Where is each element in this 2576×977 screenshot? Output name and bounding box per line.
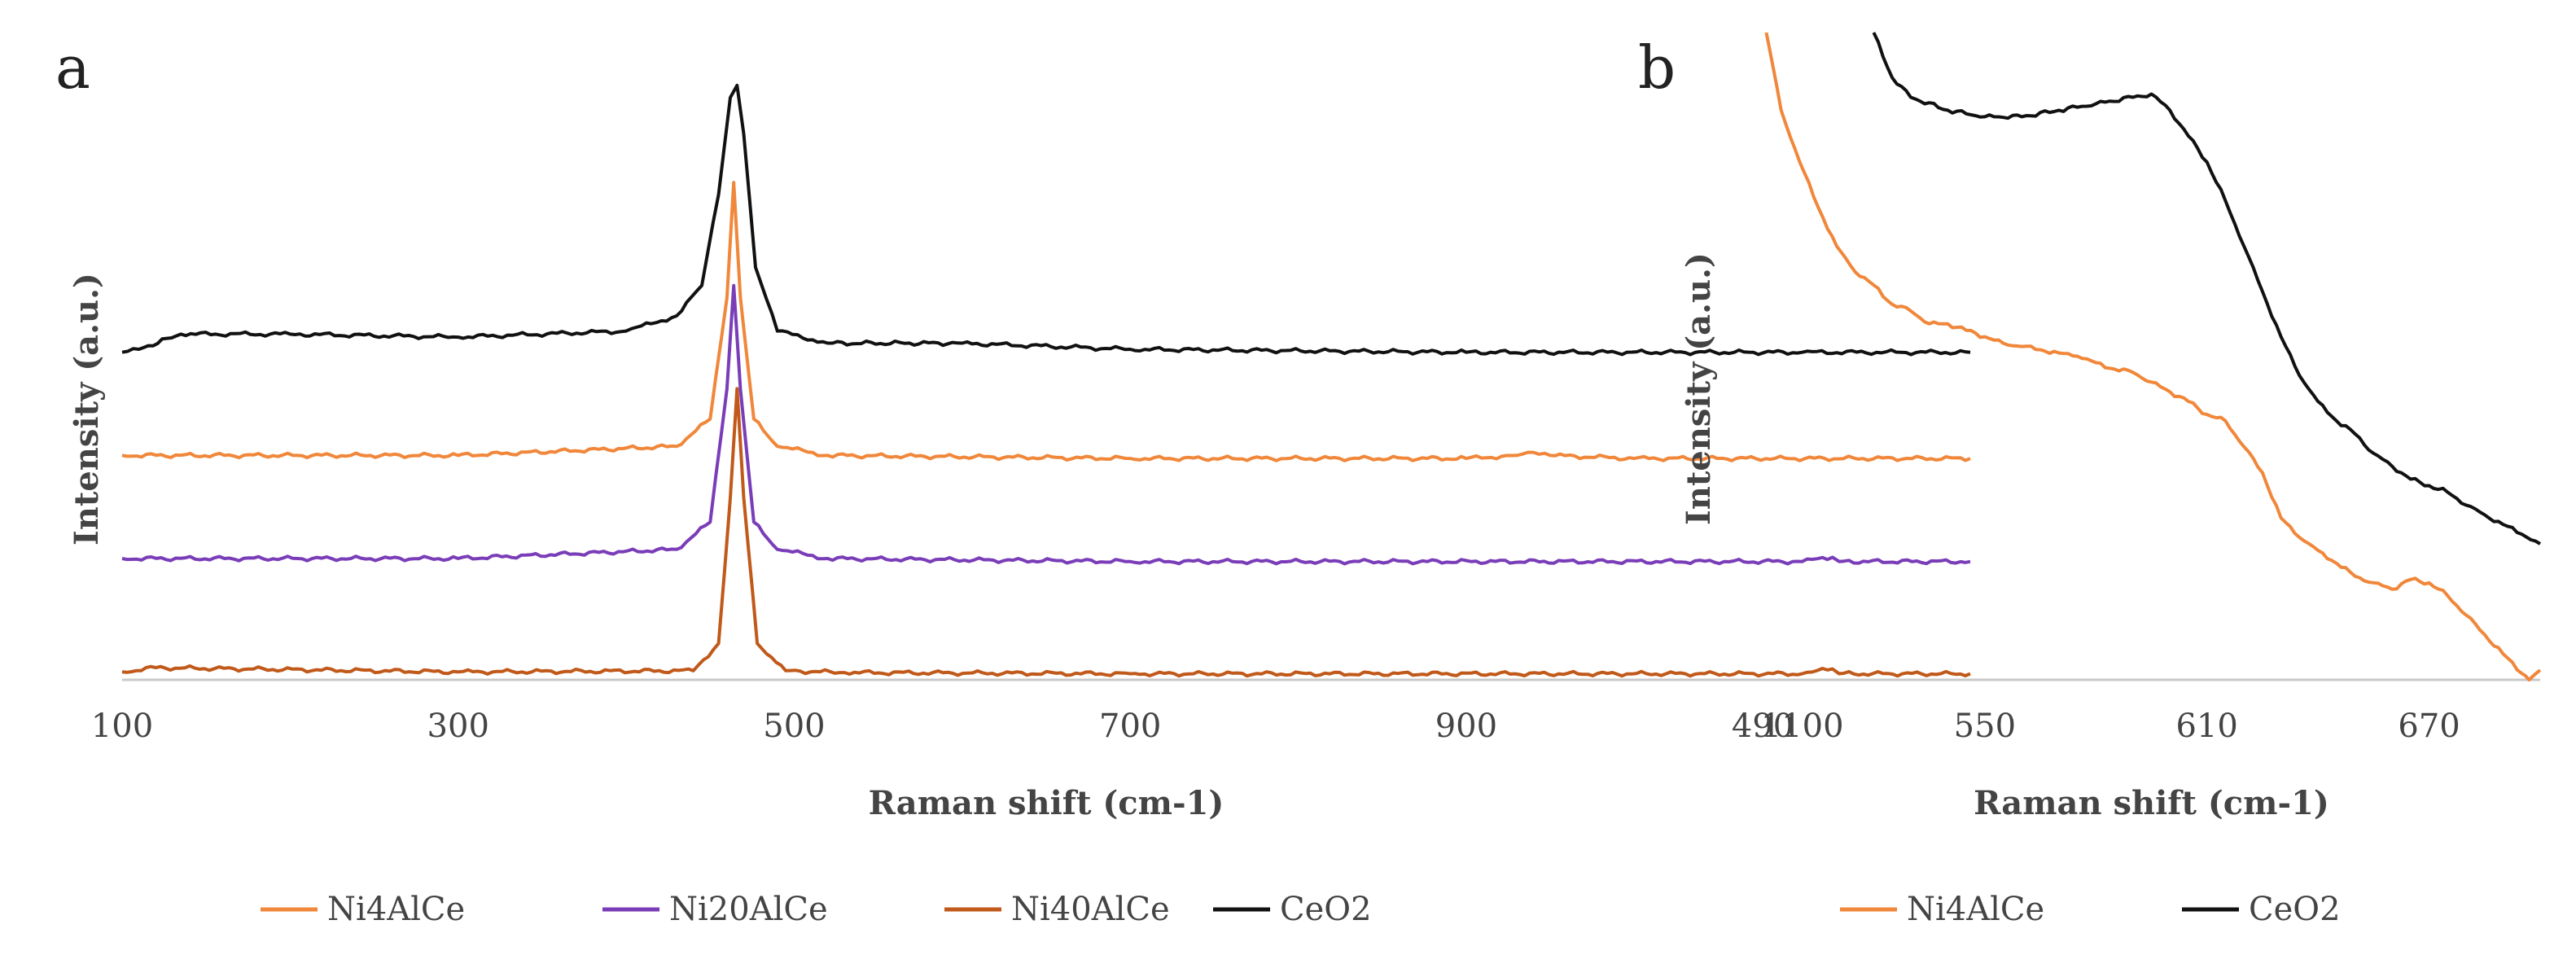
x-tick-label: 490 [1732, 708, 1794, 745]
legend-item-ni4alce: Ni4AlCe [261, 891, 465, 928]
x-tick-labels-b: 490 550 610 670 [1732, 708, 2460, 745]
x-tick-label: 610 [2176, 708, 2238, 745]
x-tick-label: 670 [2398, 708, 2460, 745]
legend-label: Ni20AlCe [669, 891, 828, 928]
x-tick-label: 300 [427, 708, 489, 745]
series-line-ni40alce [121, 387, 1971, 678]
legend-item-ni4alce: Ni4AlCe [1840, 891, 2044, 928]
legend-item-ceo2: CeO2 [1213, 891, 1372, 928]
x-axis-title-a: Raman shift (cm-1) [869, 784, 1224, 822]
legend-label: Ni4AlCe [327, 891, 465, 928]
legend-a: Ni4AlCe Ni20AlCe Ni40AlCe CeO2 [261, 891, 1372, 928]
x-tick-labels-a: 100 300 500 700 900 1100 [91, 708, 1844, 745]
x-tick-label: 550 [1954, 708, 2016, 745]
chart-panel-a: 100 300 500 700 900 1100 Raman shift (cm-1) I… [68, 83, 1971, 928]
y-axis-title-a: Intensity (a.u.) [68, 273, 106, 545]
x-tick-label: 100 [91, 708, 153, 745]
panel-label-b: b [1638, 33, 1676, 102]
x-tick-label: 700 [1099, 708, 1161, 745]
series-group-b [1764, 32, 2542, 681]
legend-item-ni20alce: Ni20AlCe [602, 891, 828, 928]
series-line-ni4alce [1764, 32, 2542, 681]
x-tick-label: 1100 [1761, 708, 1844, 745]
legend-label: CeO2 [2249, 891, 2341, 928]
chart-panel-b: 490 550 610 670 Raman shift (cm-1) Intensit… [1680, 32, 2542, 928]
series-line-ni20alce [121, 283, 1971, 566]
x-axis-title-b: Raman shift (cm-1) [1974, 784, 2329, 822]
legend-item-ni40alce: Ni40AlCe [944, 891, 1170, 928]
legend-label: Ni4AlCe [1907, 891, 2044, 928]
legend-b: Ni4AlCe CeO2 [1840, 891, 2341, 928]
legend-label: CeO2 [1280, 891, 1372, 928]
y-axis-title-b: Intensity (a.u.) [1680, 252, 1718, 525]
series-line-ceo2 [121, 83, 1971, 357]
x-tick-label: 900 [1435, 708, 1497, 745]
series-line-ni4alce [121, 181, 1971, 462]
series-line-ceo2 [1872, 32, 2542, 545]
legend-label: Ni40AlCe [1011, 891, 1170, 928]
x-tick-label: 500 [763, 708, 825, 745]
panel-label-a: a [55, 33, 90, 102]
series-group-a [121, 83, 1971, 678]
legend-item-ceo2: CeO2 [2182, 891, 2341, 928]
